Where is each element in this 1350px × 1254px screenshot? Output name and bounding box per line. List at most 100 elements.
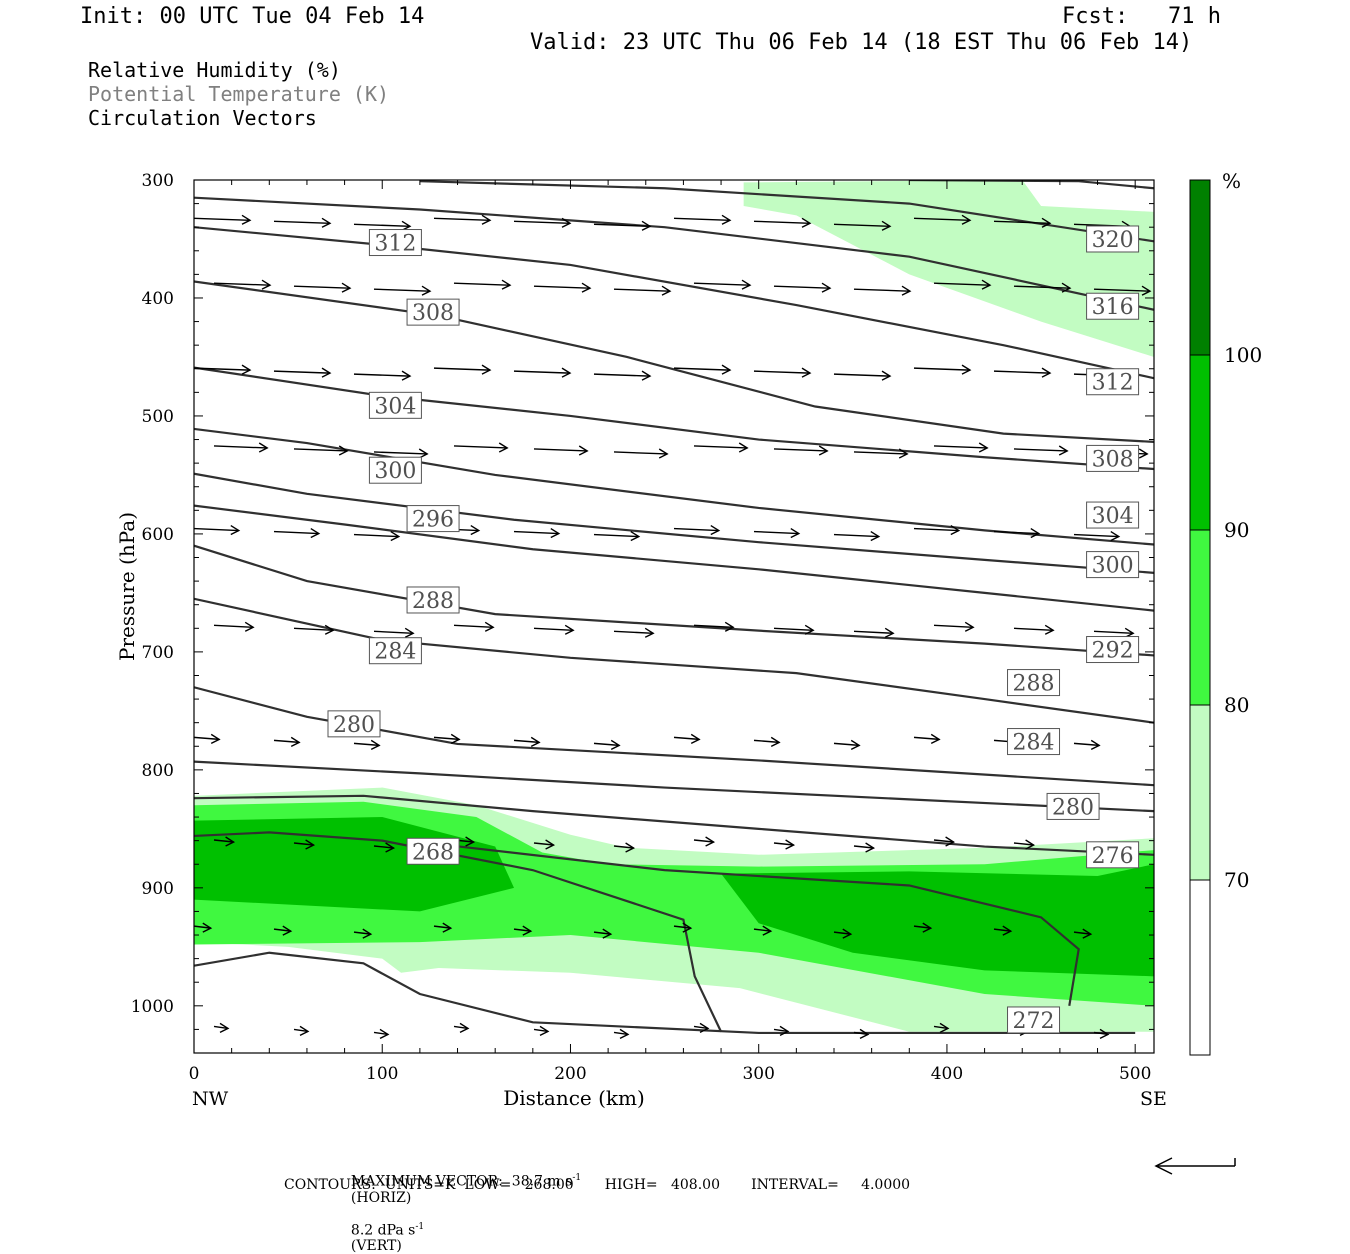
circulation-vector xyxy=(913,214,972,225)
circulation-vector xyxy=(753,925,773,936)
theta-contour-line xyxy=(194,597,1154,724)
circulation-vector xyxy=(293,1025,310,1037)
circulation-vector xyxy=(693,621,735,632)
circulation-vector xyxy=(293,624,335,635)
svg-text:312: 312 xyxy=(1092,371,1134,396)
circulation-vector xyxy=(693,279,752,290)
rh-fill-layer xyxy=(194,180,1154,1032)
theta-contour-line xyxy=(194,951,1136,1035)
theta-contour-line xyxy=(194,226,1154,380)
svg-text:272: 272 xyxy=(1013,1009,1055,1034)
theta-label-308: 308 xyxy=(406,298,460,326)
svg-text:312: 312 xyxy=(374,232,416,257)
circulation-vector xyxy=(513,367,572,378)
y-tick-label: 1000 xyxy=(131,997,174,1017)
theta-label-300: 300 xyxy=(368,456,422,484)
circulation-vector xyxy=(1013,445,1069,456)
circulation-vector xyxy=(513,217,572,228)
y-tick-label: 500 xyxy=(142,407,174,427)
circulation-vector xyxy=(933,836,956,847)
footer-contours: CONTOURS: UNITS=K LOW= 268.00 HIGH= 408.… xyxy=(284,1177,911,1193)
rh-region-70 xyxy=(743,180,1154,357)
circulation-vector xyxy=(613,1028,630,1040)
svg-text:300: 300 xyxy=(1092,554,1134,579)
x-tick-label: 200 xyxy=(554,1064,586,1084)
theta-label-308: 308 xyxy=(1086,444,1140,472)
circulation-vector xyxy=(773,282,832,293)
circulation-vector xyxy=(213,836,236,847)
circulation-vector xyxy=(353,928,373,939)
theta-contour-line xyxy=(194,427,1154,546)
theta-contour-line xyxy=(194,544,1154,657)
circulation-vector xyxy=(353,370,412,381)
circulation-vector xyxy=(1073,928,1093,939)
svg-text:284: 284 xyxy=(1013,731,1055,756)
circulation-vector xyxy=(1013,624,1055,635)
circulation-vector xyxy=(993,925,1013,936)
circulation-vector xyxy=(933,442,989,453)
svg-text:308: 308 xyxy=(1092,447,1134,472)
theta-label-280: 280 xyxy=(1046,792,1100,820)
theta-label-268: 268 xyxy=(406,837,460,865)
circulation-vector xyxy=(213,279,272,290)
circulation-vector xyxy=(673,214,732,225)
theta-label-296: 296 xyxy=(406,505,460,533)
circulation-vector xyxy=(293,282,352,293)
plot-frame xyxy=(193,179,1155,1054)
rh-region-90 xyxy=(721,864,1154,977)
reference-vector-icon xyxy=(1154,1157,1236,1175)
circulation-vector xyxy=(193,364,252,375)
circulation-vector xyxy=(993,527,1041,539)
theta-label-316: 316 xyxy=(1086,292,1140,320)
theta-contour-line xyxy=(194,472,1154,574)
circulation-vector xyxy=(753,736,781,747)
circulation-vector xyxy=(913,733,941,744)
theta-label-300: 300 xyxy=(1086,551,1140,579)
y-tick-label: 700 xyxy=(142,643,174,663)
theta-contour-line xyxy=(194,504,1154,612)
circulation-vector xyxy=(533,282,592,293)
svg-text:276: 276 xyxy=(1092,844,1134,869)
theta-label-304: 304 xyxy=(368,391,422,419)
circulation-vector xyxy=(833,370,892,381)
circulation-vector xyxy=(613,842,636,853)
colorbar-level-label: 100 xyxy=(1224,343,1262,367)
svg-text:296: 296 xyxy=(412,508,454,533)
circulation-vector xyxy=(1073,739,1101,750)
x-tick-label: 0 xyxy=(189,1064,200,1084)
theta-contour-line xyxy=(194,196,1154,311)
circulation-vector xyxy=(673,364,732,375)
svg-text:316: 316 xyxy=(1092,295,1134,320)
svg-text:304: 304 xyxy=(374,394,416,419)
colorbar-segment xyxy=(1189,179,1211,356)
circulation-vector xyxy=(533,445,589,456)
theta-label-288: 288 xyxy=(1007,669,1061,697)
theta-label-312: 312 xyxy=(1086,368,1140,396)
y-tick-label: 800 xyxy=(142,761,174,781)
circulation-vector xyxy=(533,624,575,635)
circulation-vector xyxy=(853,1028,870,1040)
theta-contour-line xyxy=(194,280,1154,443)
circulation-vector xyxy=(693,836,716,847)
circulation-vector xyxy=(593,220,652,231)
circulation-vector xyxy=(753,367,812,378)
x-tick-label: 300 xyxy=(742,1064,774,1084)
forecast-hour: Fcst: 71 h xyxy=(1062,4,1221,29)
circulation-vector xyxy=(353,739,381,750)
circulation-vector xyxy=(1013,839,1036,850)
circulation-vector xyxy=(933,279,992,290)
x-tick-label: 100 xyxy=(366,1064,398,1084)
circulation-vector xyxy=(373,842,396,853)
theta-label-280: 280 xyxy=(327,710,381,738)
circulation-vector xyxy=(673,922,693,933)
svg-text:288: 288 xyxy=(412,589,454,614)
theta-label-272: 272 xyxy=(1007,1006,1061,1034)
theta-label-292: 292 xyxy=(1086,636,1140,664)
circulation-vector xyxy=(353,220,412,231)
circulation-vector xyxy=(993,367,1052,378)
theta-contour-line xyxy=(438,843,1080,1006)
circulation-vector xyxy=(293,839,316,850)
circulation-vector xyxy=(1093,285,1152,296)
valid-time: Valid: 23 UTC Thu 06 Feb 14 (18 EST Thu … xyxy=(530,30,1193,55)
circulation-vector xyxy=(433,364,492,375)
